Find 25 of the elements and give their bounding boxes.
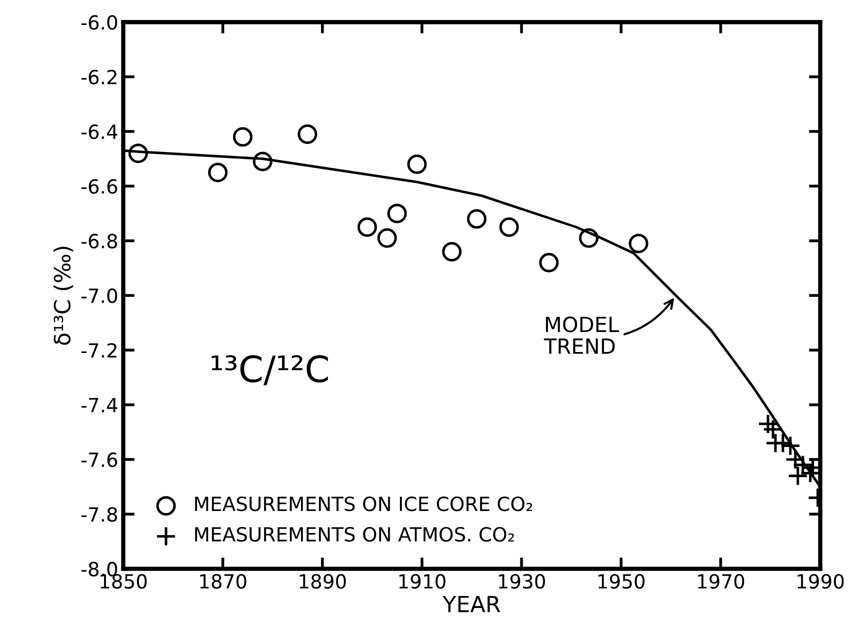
y-tick-label: -8.0 xyxy=(81,562,118,576)
y-tick-label: -7.2 xyxy=(81,343,116,358)
x-tick-label: 1970 xyxy=(698,574,744,589)
y-tick-label: -6.2 xyxy=(81,70,116,84)
x-tick-label: 1950 xyxy=(598,574,645,589)
y-tick-label: -7.8 xyxy=(81,507,118,522)
y-tick-label: -7.0 xyxy=(81,288,118,304)
y-tick-label: -7.4 xyxy=(81,398,118,412)
y-tick-label: -6.6 xyxy=(81,179,118,194)
x-tick-label: 1870 xyxy=(200,574,246,589)
legend-label: MEASUREMENTS ON ATMOS. CO₂ xyxy=(195,526,514,542)
x-axis-title: YEAR xyxy=(442,596,500,612)
x-tick-label: 1910 xyxy=(399,574,446,589)
y-tick-label: -6.8 xyxy=(81,234,118,248)
y-tick-label: -7.6 xyxy=(81,452,118,468)
x-tick-label: 1990 xyxy=(798,574,844,589)
x-tick-label: 1890 xyxy=(300,574,346,589)
annotation: MODEL TREND xyxy=(544,316,619,354)
y-tick-label: -6.0 xyxy=(81,15,118,30)
y-axis-title: δ¹³C (‰) xyxy=(53,246,74,345)
x-tick-label: 1930 xyxy=(498,574,545,589)
annotation: ¹³C/¹²C xyxy=(212,355,328,386)
y-tick-label: -6.4 xyxy=(81,124,118,140)
x-tick-label: 1850 xyxy=(100,574,147,589)
legend-label: MEASUREMENTS ON ICE CORE CO₂ xyxy=(195,496,532,512)
